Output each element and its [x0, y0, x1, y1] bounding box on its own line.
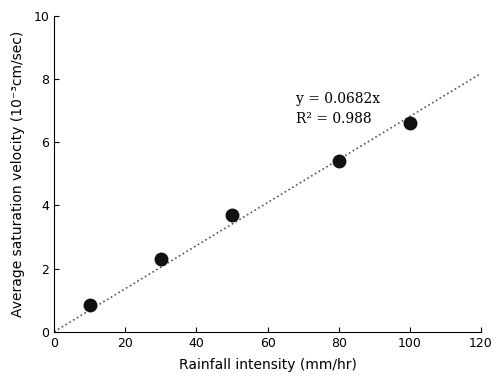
Y-axis label: Average saturation velocity (10⁻³cm/sec): Average saturation velocity (10⁻³cm/sec) — [11, 31, 25, 317]
Point — [228, 212, 236, 218]
X-axis label: Rainfall intensity (mm/hr): Rainfall intensity (mm/hr) — [178, 358, 356, 372]
Point — [86, 302, 94, 308]
Point — [406, 120, 414, 126]
Point — [335, 158, 343, 164]
Point — [157, 256, 165, 262]
Text: y = 0.0682x
R² = 0.988: y = 0.0682x R² = 0.988 — [296, 92, 380, 126]
